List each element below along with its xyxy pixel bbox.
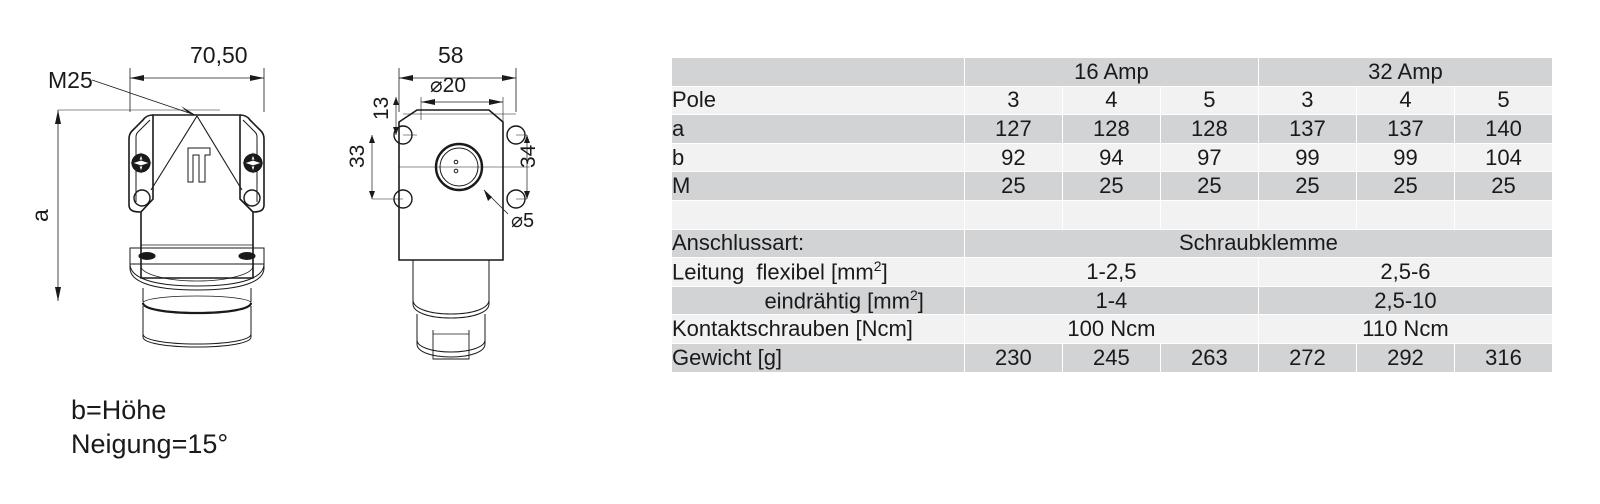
svg-text:⌀5: ⌀5 xyxy=(511,210,534,232)
svg-text:70,50: 70,50 xyxy=(190,42,248,68)
svg-text:58: 58 xyxy=(438,42,464,68)
svg-text:13: 13 xyxy=(370,97,393,120)
svg-text:a: a xyxy=(27,209,53,222)
svg-text:M25: M25 xyxy=(48,67,93,93)
svg-text:⌀20: ⌀20 xyxy=(430,74,466,97)
svg-text:33: 33 xyxy=(346,145,369,168)
svg-text:34: 34 xyxy=(517,144,540,168)
